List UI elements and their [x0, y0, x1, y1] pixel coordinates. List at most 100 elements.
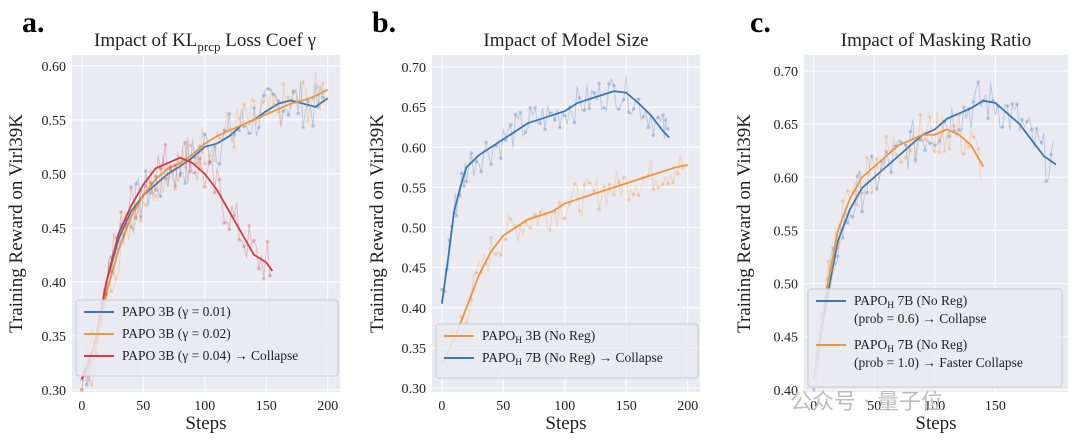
raw-point	[840, 199, 845, 203]
raw-point	[976, 80, 981, 84]
raw-point	[143, 169, 148, 173]
raw-point	[316, 85, 320, 89]
raw-point	[651, 187, 656, 192]
raw-point	[183, 181, 187, 186]
x-tick-label: 150	[616, 399, 637, 414]
raw-point	[865, 190, 869, 195]
raw-point	[533, 105, 538, 110]
raw-point	[153, 193, 158, 198]
raw-point	[884, 149, 889, 154]
raw-point	[139, 215, 143, 219]
raw-point	[528, 105, 533, 110]
raw-point	[666, 181, 670, 186]
raw-point	[80, 388, 84, 392]
raw-point	[889, 170, 893, 174]
raw-point	[247, 131, 251, 136]
raw-point	[207, 153, 212, 158]
raw-point	[464, 179, 469, 184]
y-tick-label: 0.55	[402, 181, 427, 196]
raw-point	[957, 112, 961, 117]
x-tick-label: 200	[677, 399, 698, 414]
raw-point	[89, 383, 94, 387]
raw-point	[183, 165, 187, 170]
raw-point	[894, 152, 898, 157]
raw-point	[489, 162, 493, 167]
raw-point	[459, 171, 464, 176]
panel-a: 0.30 0.35 0.40 0.45 0.50 0.55 0.60 0 50 100 150 200…	[6, 6, 340, 434]
raw-point	[508, 123, 513, 127]
raw-point	[247, 223, 251, 228]
raw-point	[242, 244, 246, 249]
raw-point	[607, 182, 611, 187]
raw-point	[636, 193, 641, 198]
raw-point	[296, 111, 301, 116]
series-line-2	[812, 128, 985, 380]
raw-point	[212, 158, 217, 163]
y-axis-label: Training Reward on Virl39K	[734, 114, 755, 333]
raw-point	[508, 217, 513, 222]
raw-point	[870, 154, 874, 159]
raw-point	[143, 184, 148, 188]
raw-point	[124, 222, 128, 227]
raw-point	[908, 149, 913, 153]
raw-point	[178, 171, 182, 176]
y-tick-label: 0.55	[774, 224, 799, 239]
y-tick-label: 0.65	[774, 118, 799, 133]
chart-title: Impact of Masking Ratio	[841, 30, 1032, 51]
y-tick-label: 0.45	[402, 262, 427, 277]
series-line-1	[441, 164, 688, 365]
raw-point	[937, 150, 942, 155]
legend-label-line2: (prob = 0.6) → Collapse	[854, 311, 986, 326]
raw-point	[281, 82, 286, 86]
raw-point	[865, 156, 869, 160]
raw-point	[232, 132, 237, 137]
raw-point	[957, 127, 961, 132]
legend-label-line2: (prob = 1.0) → Faster Collapse	[854, 355, 1023, 370]
y-tick-label: 0.30	[402, 382, 427, 397]
raw-point	[261, 99, 266, 104]
raw-point	[548, 228, 552, 233]
raw-point	[518, 110, 523, 115]
y-axis-label: Training Reward on Virl39K	[6, 114, 27, 333]
raw-point	[602, 105, 606, 110]
raw-point	[232, 145, 237, 149]
raw-point	[962, 105, 966, 109]
raw-point	[281, 109, 286, 113]
raw-point	[139, 219, 143, 223]
raw-point	[276, 99, 281, 103]
raw-point	[947, 147, 952, 151]
y-tick-label: 0.45	[774, 331, 799, 346]
raw-point	[884, 134, 889, 139]
x-tick-label: 50	[867, 399, 881, 414]
series-line-2	[81, 88, 329, 380]
y-tick-label: 0.50	[402, 222, 427, 237]
raw-point	[306, 118, 310, 123]
raw-point	[469, 151, 474, 156]
raw-point	[129, 225, 133, 230]
y-tick-label: 0.50	[42, 168, 67, 183]
raw-point	[874, 156, 879, 161]
raw-point	[592, 189, 597, 194]
raw-point	[222, 128, 227, 133]
raw-point	[538, 210, 542, 215]
raw-point	[562, 216, 567, 221]
raw-point	[104, 293, 109, 297]
raw-point	[237, 237, 241, 242]
raw-point	[860, 191, 864, 196]
raw-point	[656, 186, 661, 190]
raw-point	[301, 79, 305, 84]
raw-point	[626, 110, 631, 115]
raw-point	[577, 96, 582, 100]
raw-point	[676, 171, 680, 176]
raw-point	[479, 169, 483, 174]
legend-label: PAPOH 7B (No Reg) → Collapse	[482, 350, 663, 368]
raw-point	[966, 145, 971, 150]
raw-point	[607, 82, 611, 86]
raw-point	[1039, 141, 1044, 145]
raw-point	[129, 185, 133, 189]
raw-point	[183, 140, 187, 145]
legend-label: PAPOH 3B (No Reg)	[482, 328, 595, 346]
x-tick-label: 150	[985, 399, 1006, 414]
raw-point	[952, 124, 956, 128]
panel-letter: c.	[750, 6, 771, 39]
